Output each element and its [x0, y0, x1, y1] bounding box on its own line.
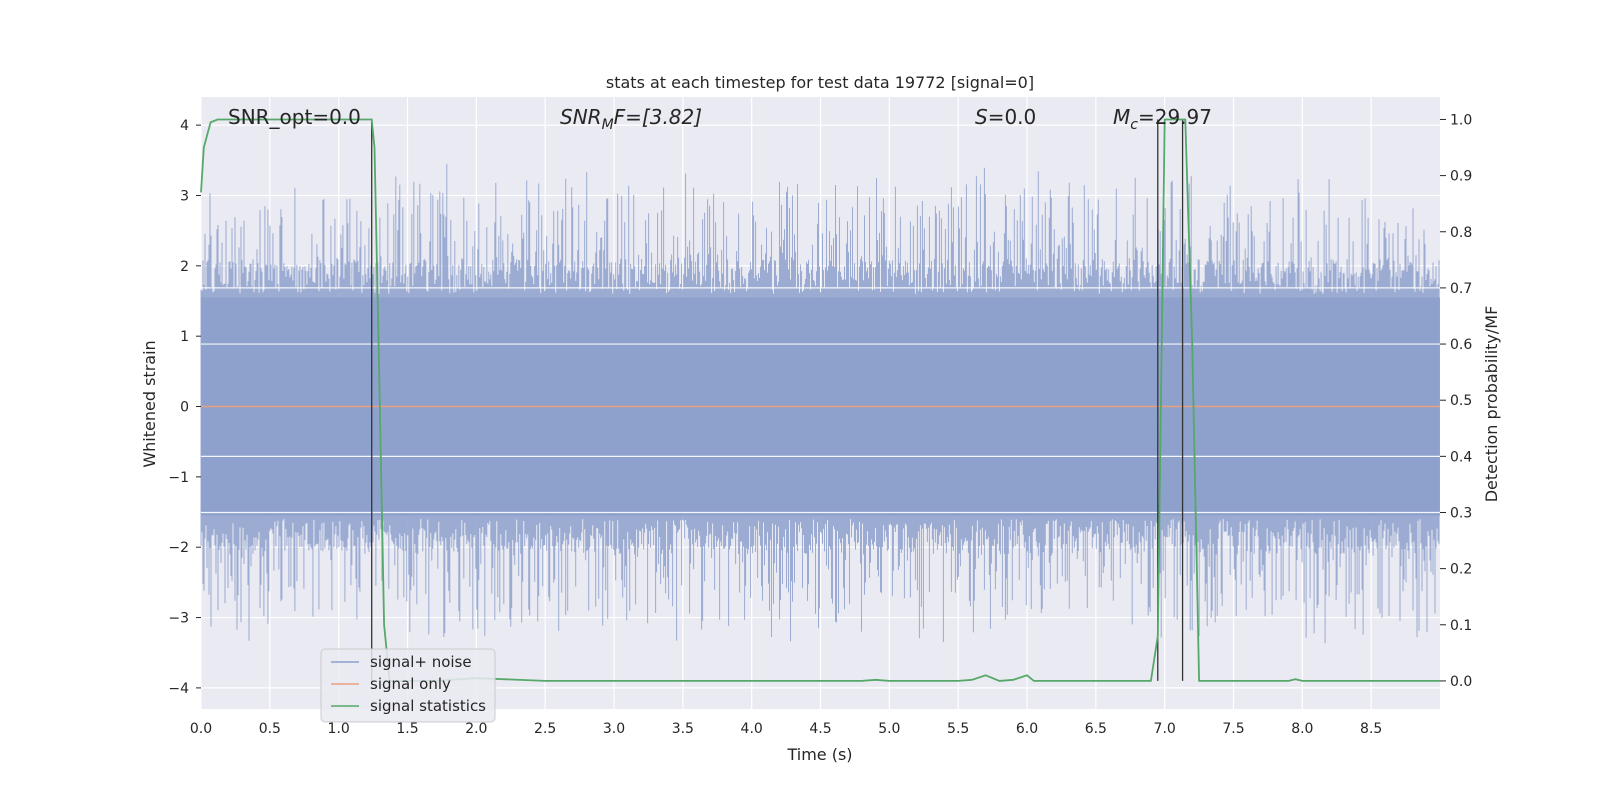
y2-tick-label: 1.0 — [1450, 112, 1472, 128]
statistics-line — [200, 118, 1440, 682]
annotation-s: S=0.0 — [975, 105, 1036, 129]
y-tick-label: −2 — [168, 540, 189, 556]
y2-tick-label: 0.4 — [1450, 449, 1472, 465]
annotation-snr-mf: SNRMF=[3.82] — [560, 105, 702, 133]
x-tick-label: 8.5 — [1360, 721, 1382, 737]
y-tick-label: 3 — [180, 188, 189, 204]
x-tick-label: 8.0 — [1291, 721, 1313, 737]
y-tick-label: 1 — [180, 329, 189, 345]
chart-title: stats at each timestep for test data 197… — [606, 73, 1034, 92]
legend-label-statistics: signal statistics — [370, 697, 486, 715]
signal-statistics-series — [200, 118, 1440, 682]
y2-tick-label: 0.5 — [1450, 393, 1472, 409]
x-tick-label: 0.5 — [259, 721, 281, 737]
y2-tick-label: 0.6 — [1450, 337, 1472, 353]
y-axis-label: Whitened strain — [140, 340, 159, 467]
x-tick-label: 3.0 — [603, 721, 625, 737]
y-tick-label: −3 — [168, 611, 189, 627]
y2-axis-ticks: 1.0 0.9 0.8 0.7 0.6 0.5 0.4 0.3 0.2 0.1 0.0 — [1440, 112, 1472, 690]
x-tick-label: 7.5 — [1222, 721, 1244, 737]
y2-tick-label: 0.9 — [1450, 169, 1472, 185]
legend-label-signal-only: signal only — [370, 675, 451, 693]
x-tick-label: 2.5 — [534, 721, 556, 737]
x-tick-label: 5.5 — [947, 721, 969, 737]
x-tick-label: 5.0 — [878, 721, 900, 737]
annotation-mc: Mc=29.97 — [1113, 105, 1212, 133]
x-tick-label: 1.0 — [328, 721, 350, 737]
x-tick-label: 0.0 — [190, 721, 212, 737]
legend-box — [320, 648, 496, 723]
y-tick-label: 0 — [180, 400, 189, 416]
x-tick-label: 4.5 — [809, 721, 831, 737]
y-tick-label: −4 — [168, 681, 189, 697]
x-axis-label: Time (s) — [786, 745, 852, 764]
y2-tick-label: 0.8 — [1450, 225, 1472, 241]
legend-label-noise: signal+ noise — [370, 653, 472, 671]
annotation-snr-opt: SNR_opt=0.0 — [228, 105, 361, 129]
y2-tick-label: 0.7 — [1450, 281, 1472, 297]
y2-tick-label: 0.0 — [1450, 674, 1472, 690]
x-tick-label: 1.5 — [396, 721, 418, 737]
x-tick-label: 6.5 — [1085, 721, 1107, 737]
x-axis-ticks: 0.0 0.5 1.0 1.5 2.0 2.5 3.0 3.5 4.0 4.5 5.0 5.5 6.0 6… — [190, 721, 1382, 737]
x-tick-label: 3.5 — [672, 721, 694, 737]
y-tick-label: 2 — [180, 259, 189, 275]
x-tick-label: 4.0 — [741, 721, 763, 737]
y-axis-ticks: 4 3 2 1 0 −1 −2 −3 −4 — [168, 118, 201, 697]
x-tick-label: 2.0 — [465, 721, 487, 737]
y2-tick-label: 0.1 — [1450, 618, 1472, 634]
y2-axis-label: Detection probability/MF — [1482, 306, 1501, 503]
y-tick-label: −1 — [168, 470, 189, 486]
x-tick-label: 7.0 — [1154, 721, 1176, 737]
x-tick-label: 6.0 — [1016, 721, 1038, 737]
legend: signal+ noise signal only signal statist… — [320, 648, 496, 723]
y2-tick-label: 0.3 — [1450, 505, 1472, 521]
y-tick-label: 4 — [180, 118, 189, 134]
y2-tick-label: 0.2 — [1450, 562, 1472, 578]
